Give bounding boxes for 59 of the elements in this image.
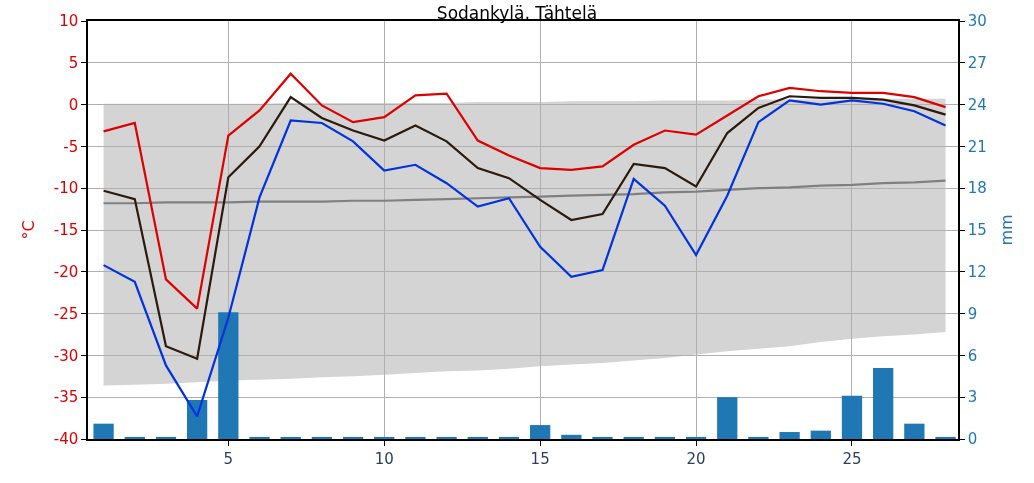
x-tick-label: 25 (842, 449, 862, 468)
bar (530, 425, 551, 439)
y2-tick-label: 15 (967, 221, 987, 240)
y-tick-label: 10 (59, 12, 79, 31)
y2-tick-label: 24 (967, 95, 987, 114)
bar (748, 436, 769, 439)
y-tick-label: -15 (53, 221, 79, 240)
bar (623, 436, 644, 439)
bar (841, 395, 863, 439)
chart-title: Sodankylä, Tähtelä (436, 3, 598, 24)
y2-tick-label: 9 (967, 304, 978, 323)
bar (873, 367, 894, 439)
bar (249, 436, 270, 439)
y2-tick-label: 21 (967, 137, 987, 156)
bar (280, 436, 301, 439)
x-tick-label: 5 (223, 449, 234, 468)
bar (654, 436, 676, 439)
y2-tick-label: 6 (967, 346, 978, 365)
y-tick-label: 0 (68, 95, 79, 114)
y2-tick-label: 0 (967, 430, 978, 449)
bar (436, 436, 457, 439)
x-tick-label: 20 (686, 449, 706, 468)
bar (218, 312, 239, 439)
bar (717, 397, 738, 439)
y-tick-label: -30 (53, 346, 79, 365)
bar (93, 423, 114, 439)
y-tick-label: -10 (53, 179, 79, 198)
y2-tick-label: 18 (967, 179, 987, 198)
line-series (102, 179, 947, 205)
bar (405, 436, 426, 439)
bar (810, 430, 831, 439)
x-tick-label: 15 (530, 449, 550, 468)
line-series (102, 72, 947, 310)
y2-tick-label: 3 (967, 388, 978, 407)
y-tick-label: -20 (53, 263, 79, 282)
y2-tick-label: 12 (967, 263, 987, 282)
bar (779, 432, 800, 439)
bar (904, 423, 925, 439)
y-tick-label: -5 (63, 137, 79, 156)
y-axis-title: °C (19, 220, 39, 240)
bar (467, 436, 488, 439)
bar (155, 436, 177, 439)
y-tick-label: 5 (68, 54, 79, 73)
bar (311, 436, 333, 439)
bar (685, 436, 707, 439)
y-tick-label: -40 (53, 430, 79, 449)
y2-tick-label: 30 (967, 12, 987, 31)
bar (561, 434, 582, 439)
bar (592, 436, 613, 439)
bar (498, 436, 520, 439)
y2-axis-title: mm (997, 214, 1017, 246)
y-tick-label: -35 (53, 388, 79, 407)
y2-tick-label: 27 (967, 54, 987, 73)
bar (342, 436, 364, 439)
x-tick-label: 10 (374, 449, 394, 468)
y-tick-label: -25 (53, 304, 79, 323)
bar (124, 436, 145, 439)
bar (374, 436, 395, 439)
bar (935, 436, 956, 439)
